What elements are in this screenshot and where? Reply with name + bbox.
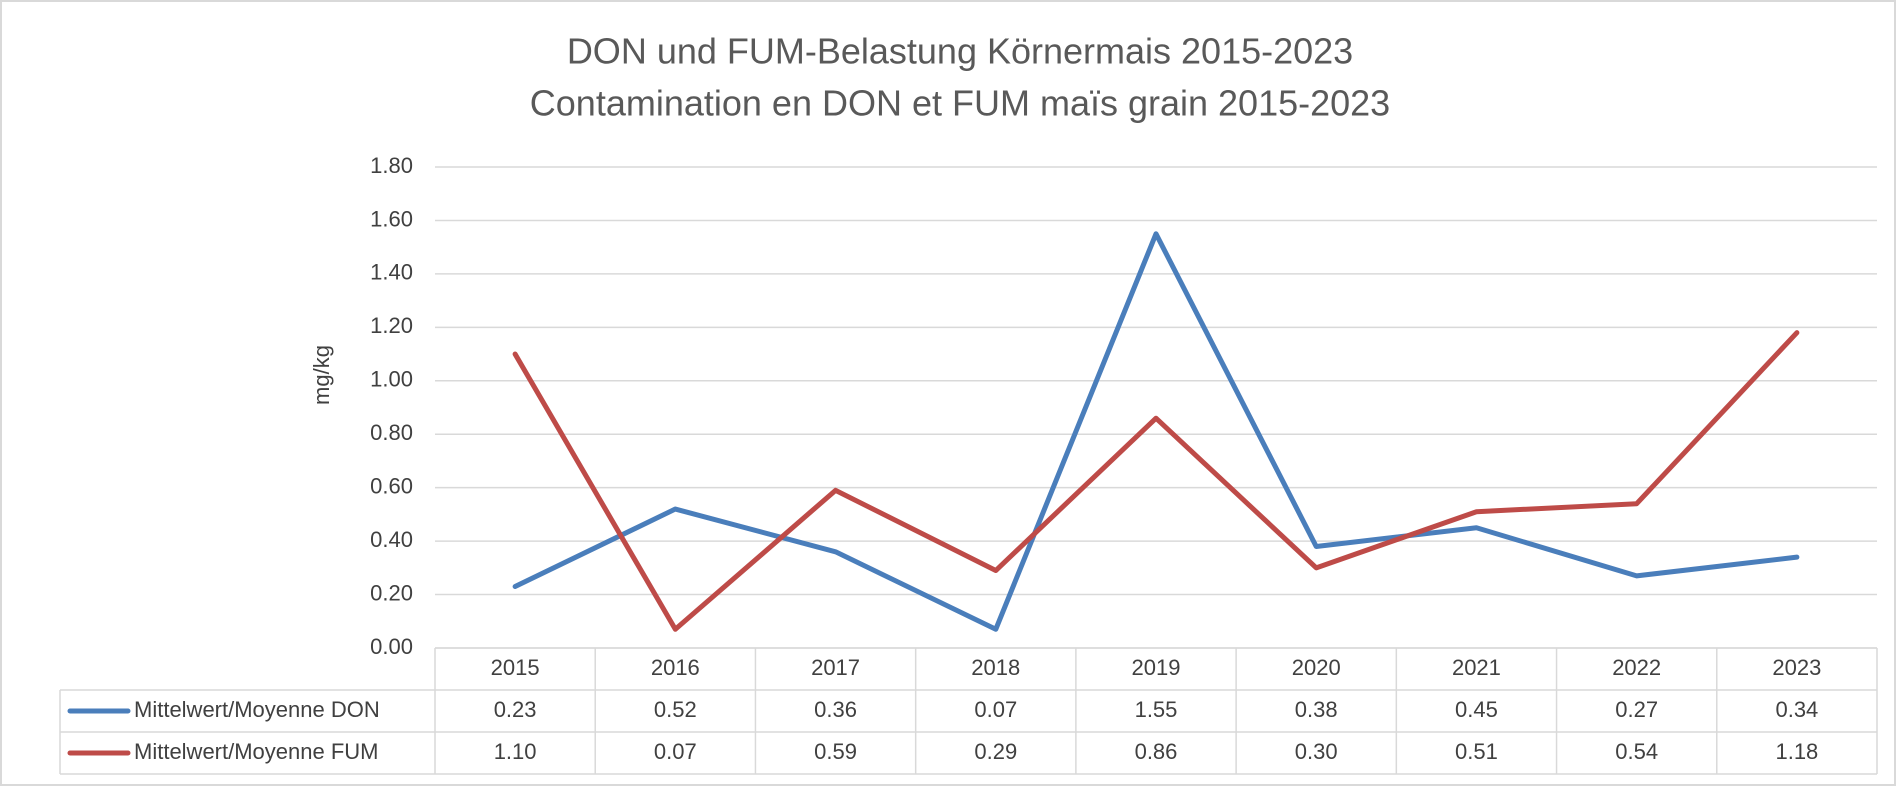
x-tick-label: 2018 (971, 655, 1020, 680)
y-tick-label: 0.60 (370, 473, 413, 498)
x-tick-label: 2017 (811, 655, 860, 680)
y-tick-label: 1.40 (370, 260, 413, 285)
x-tick-label: 2015 (491, 655, 540, 680)
y-tick-label: 0.80 (370, 420, 413, 445)
x-tick-label: 2019 (1132, 655, 1181, 680)
table-value: 0.29 (974, 739, 1017, 764)
table-value: 0.52 (654, 697, 697, 722)
y-tick-label: 1.60 (370, 206, 413, 231)
chart-subtitle: Contamination en DON et FUM maïs grain 2… (530, 83, 1390, 124)
x-tick-label: 2023 (1772, 655, 1821, 680)
legend-label: Mittelwert/Moyenne FUM (134, 739, 379, 764)
x-tick-label: 2020 (1292, 655, 1341, 680)
table-value: 0.30 (1295, 739, 1338, 764)
table-value: 0.34 (1775, 697, 1818, 722)
table-value: 0.23 (494, 697, 537, 722)
table-value: 0.86 (1135, 739, 1178, 764)
table-value: 0.59 (814, 739, 857, 764)
table-value: 0.07 (974, 697, 1017, 722)
table-value: 1.55 (1135, 697, 1178, 722)
y-tick-label: 1.20 (370, 313, 413, 338)
table-value: 0.38 (1295, 697, 1338, 722)
y-tick-label: 1.80 (370, 153, 413, 178)
line-series (512, 330, 1800, 632)
y-tick-label: 0.40 (370, 527, 413, 552)
line-series (512, 231, 1800, 632)
y-tick-label: 1.00 (370, 367, 413, 392)
table-value: 0.36 (814, 697, 857, 722)
chart-title: DON und FUM-Belastung Körnermais 2015-20… (567, 31, 1353, 72)
y-tick-label: 0.00 (370, 634, 413, 659)
y-tick-label: 0.20 (370, 580, 413, 605)
table-value: 1.10 (494, 739, 537, 764)
table-value: 1.18 (1775, 739, 1818, 764)
table-value: 0.45 (1455, 697, 1498, 722)
y-axis-label: mg/kg (309, 345, 334, 405)
x-tick-label: 2022 (1612, 655, 1661, 680)
table-value: 0.27 (1615, 697, 1658, 722)
table-value: 0.54 (1615, 739, 1658, 764)
x-tick-label: 2021 (1452, 655, 1501, 680)
legend-label: Mittelwert/Moyenne DON (134, 697, 380, 722)
table-value: 0.51 (1455, 739, 1498, 764)
x-tick-label: 2016 (651, 655, 700, 680)
table-value: 0.07 (654, 739, 697, 764)
